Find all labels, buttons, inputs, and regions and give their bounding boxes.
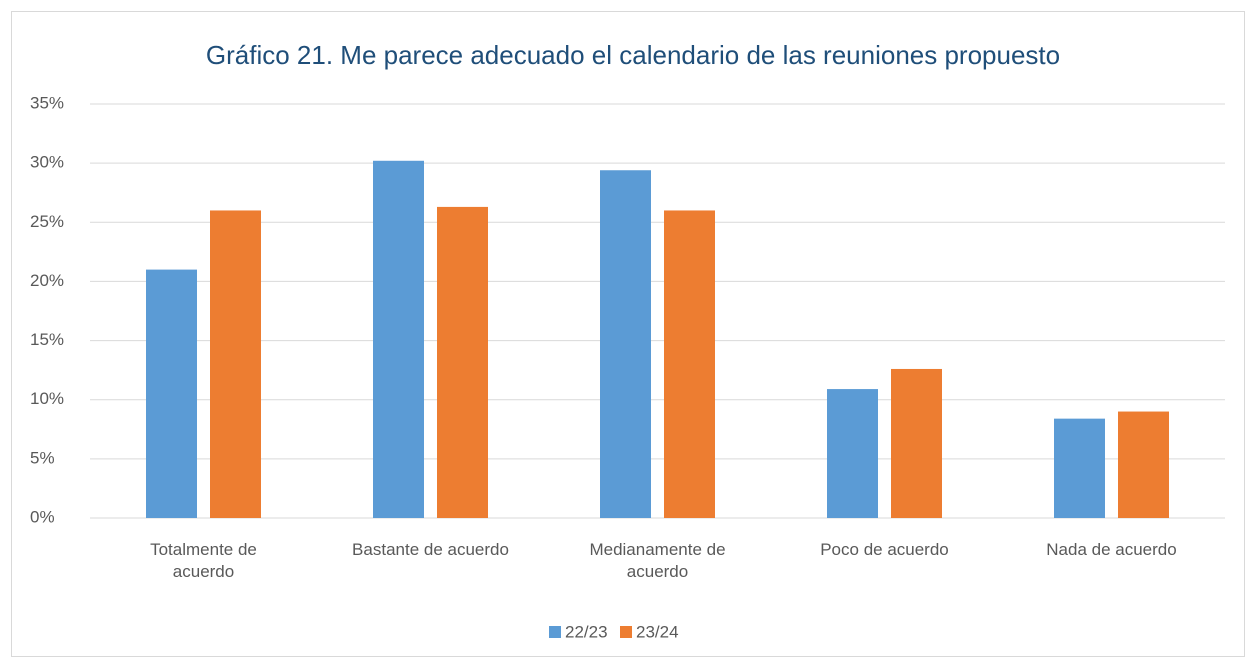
bar	[891, 368, 942, 518]
bar	[600, 170, 651, 519]
y-tick-label: 15%	[30, 330, 64, 349]
legend-label: 22/23	[565, 622, 608, 641]
x-tick-label: Poco de acuerdo	[820, 540, 949, 559]
x-tick-label: Bastante de acuerdo	[352, 540, 509, 559]
y-tick-label: 5%	[30, 448, 55, 467]
x-tick-label: Medianamente de acuerdo	[589, 540, 726, 581]
x-tick-label: Totalmente de acuerdo	[150, 540, 257, 581]
bar	[664, 210, 715, 518]
legend-swatch	[549, 626, 561, 638]
y-tick-label: 10%	[30, 389, 64, 408]
y-tick-label: 30%	[30, 153, 64, 172]
bar	[827, 389, 878, 518]
bar	[373, 160, 424, 518]
bar	[1054, 418, 1105, 518]
y-tick-label: 0%	[30, 507, 55, 526]
y-tick-label: 25%	[30, 212, 64, 231]
bar	[146, 269, 197, 518]
y-tick-label: 35%	[30, 93, 64, 112]
y-tick-label: 20%	[30, 271, 64, 290]
bar	[437, 206, 488, 518]
bar	[1118, 411, 1169, 518]
legend-swatch	[620, 626, 632, 638]
x-tick-label: Nada de acuerdo	[1046, 540, 1177, 559]
bar	[210, 210, 261, 518]
chart-title: Gráfico 21. Me parece adecuado el calend…	[206, 40, 1060, 70]
legend-label: 23/24	[636, 622, 679, 641]
